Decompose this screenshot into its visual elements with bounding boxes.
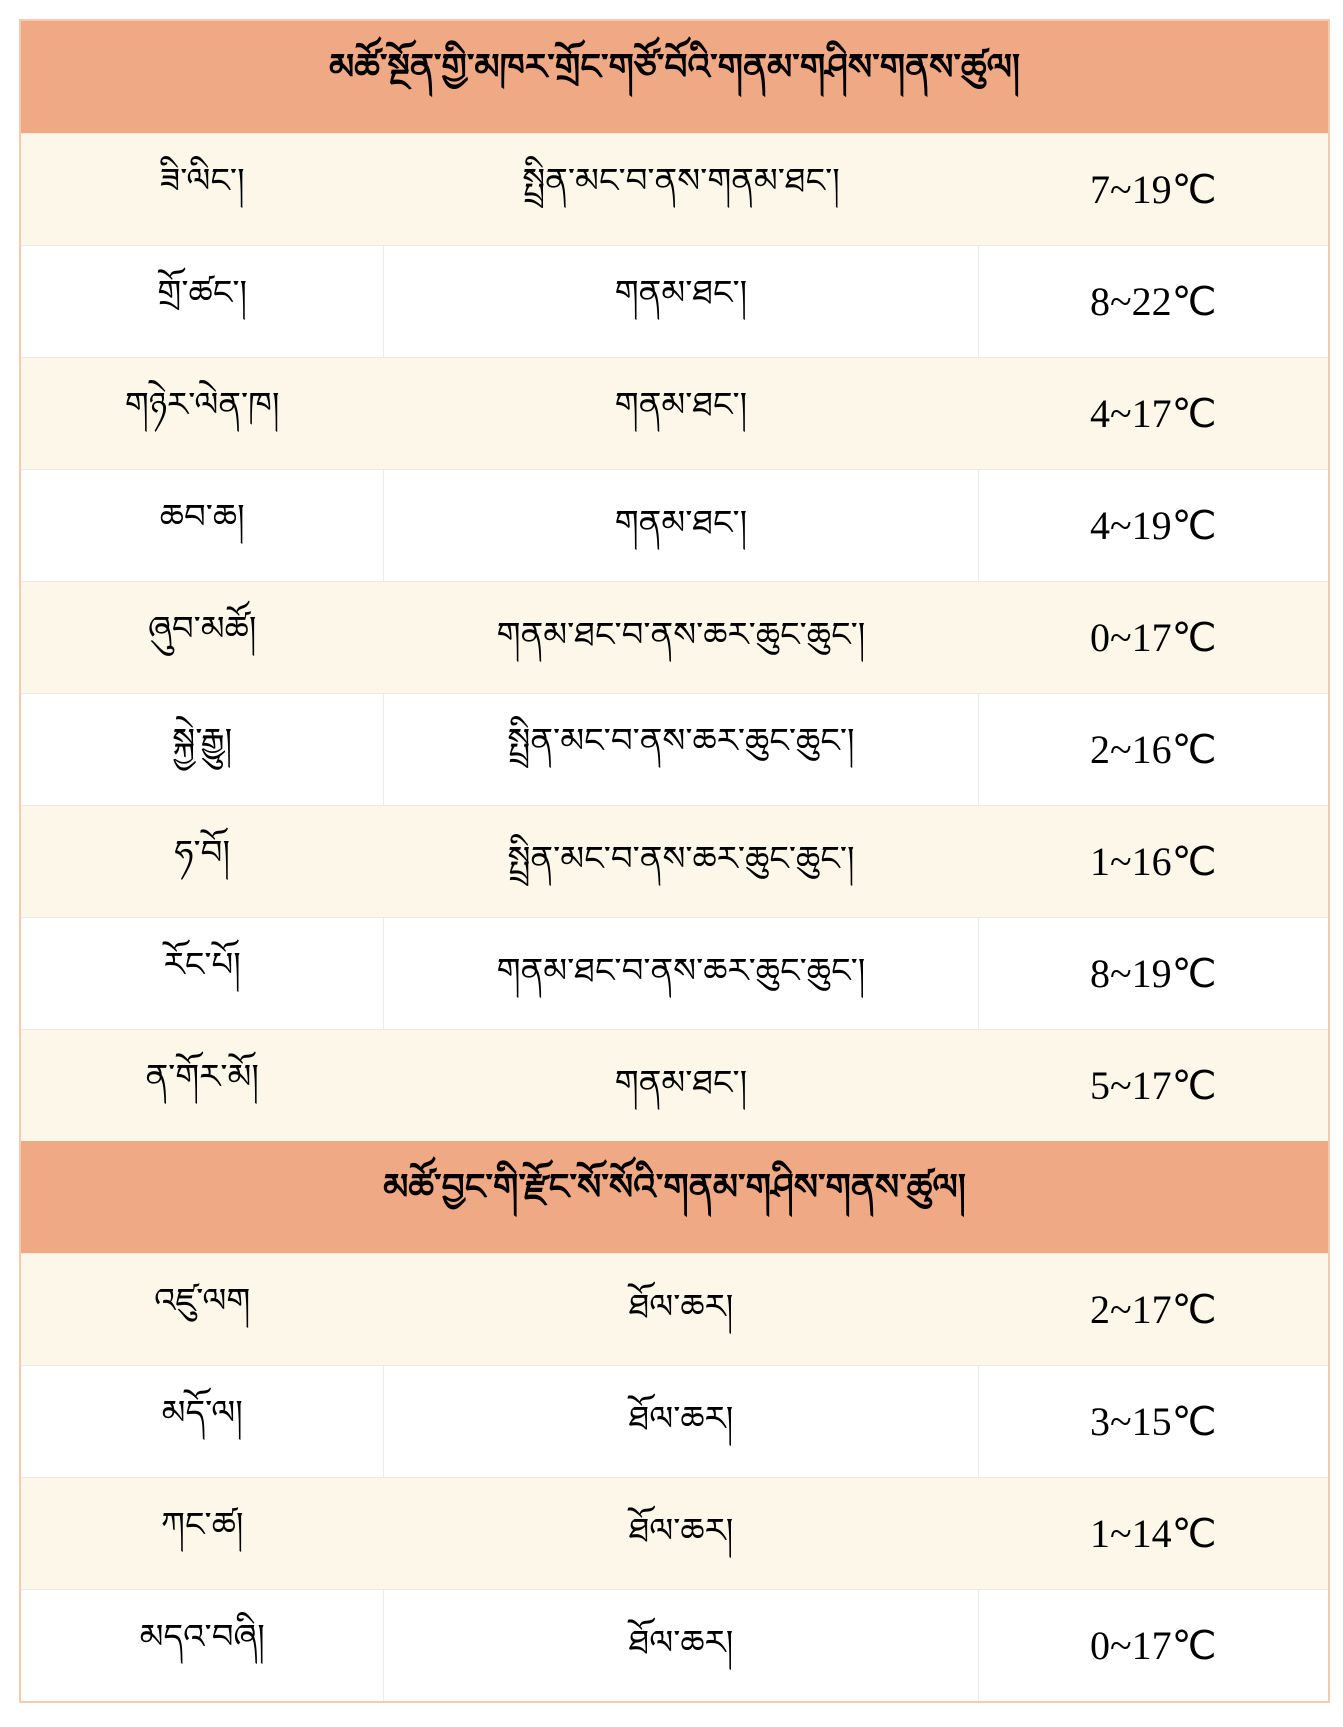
weather-cell: གནམ་ཐང་། <box>614 1063 748 1103</box>
place-cell: རོང་པོ། <box>163 944 241 985</box>
weather-cell: སྤྲིན་མང་བ་ནས་ཆར་ཆུང་ཆུང་། <box>507 839 855 879</box>
table-row: ཀང་ཚ། ཐོལ་ཆར། 1~14℃ <box>21 1477 1328 1589</box>
place-cell: ཟི་ལིང་། <box>159 160 245 201</box>
weather-cell: ཐོལ་ཆར། <box>383 1366 979 1477</box>
place-cell: འཛུ་ལག <box>154 1280 251 1321</box>
weather-cell: གནམ་ཐང་བ་ནས་ཆར་ཆུང་ཆུང་། <box>496 615 866 655</box>
weather-cell: གནམ་ཐང་། <box>383 470 979 581</box>
place-cell: ཀང་ཚ། <box>161 1504 244 1545</box>
weather-cell: སྤྲིན་མང་བ་ནས་གནམ་ཐང་། <box>522 160 840 201</box>
table-row: རོང་པོ། གནམ་ཐང་བ་ནས་ཆར་ཆུང་ཆུང་། 8~19℃ <box>21 917 1328 1029</box>
temperature-cell: 8~19℃ <box>1089 951 1217 996</box>
temperature-cell: 2~17℃ <box>1090 1287 1217 1332</box>
weather-cell: གནམ་ཐང་། <box>383 246 979 357</box>
table-row: མདའ་བཞི། ཐོལ་ཆར། 0~17℃ <box>21 1589 1328 1701</box>
temperature-cell: 7~19℃ <box>1090 167 1217 212</box>
temperature-cell: 2~16℃ <box>1089 727 1217 772</box>
weather-table: མཚོ་སྔོན་གྱི་མཁར་གྲོང་གཙོ་བོའི་གནམ་གཤིས་… <box>19 19 1330 1703</box>
place-cell: ཆབ་ཆ། <box>159 496 245 537</box>
table-row: གཉེར་ལེན་ཁ། གནམ་ཐང་། 4~17℃ <box>21 357 1328 469</box>
weather-cell: སྤྲིན་མང་བ་ནས་ཆར་ཆུང་ཆུང་། <box>383 694 979 805</box>
place-cell: ཞུབ་མཚོ། <box>148 608 257 649</box>
temperature-cell: 0~17℃ <box>1089 1623 1217 1668</box>
temperature-cell: 4~19℃ <box>1089 503 1217 548</box>
table-row: གྲོ་ཚང་། གནམ་ཐང་། 8~22℃ <box>21 245 1328 357</box>
table-row: སྐྱེ་རྒྱུ། སྤྲིན་མང་བ་ནས་ཆར་ཆུང་ཆུང་། 2~16… <box>21 693 1328 805</box>
section-header: མཚོ་སྔོན་གྱི་མཁར་གྲོང་གཙོ་བོའི་གནམ་གཤིས་… <box>21 21 1328 133</box>
place-cell: མདའ་བཞི། <box>139 1616 265 1657</box>
place-cell: ཧ་བོ། <box>174 832 231 873</box>
temperature-cell: 3~15℃ <box>1089 1399 1217 1444</box>
place-cell: མདོ་ལ། <box>161 1392 243 1433</box>
temperature-cell: 4~17℃ <box>1090 391 1217 436</box>
place-cell: ན་གོར་མོ། <box>145 1056 259 1097</box>
section-header: མཚོ་བྱང་གི་རྫོང་སོ་སོའི་གནམ་གཤིས་གནས་ཚུལ… <box>21 1141 1328 1253</box>
temperature-cell: 1~14℃ <box>1090 1511 1217 1556</box>
weather-cell: ཐོལ་ཆར། <box>628 1511 734 1551</box>
temperature-cell: 8~22℃ <box>1089 279 1217 324</box>
table-row: མདོ་ལ། ཐོལ་ཆར། 3~15℃ <box>21 1365 1328 1477</box>
temperature-cell: 0~17℃ <box>1090 615 1217 660</box>
place-cell: སྐྱེ་རྒྱུ། <box>172 720 233 761</box>
table-row: ཧ་བོ། སྤྲིན་མང་བ་ནས་ཆར་ཆུང་ཆུང་། 1~16℃ <box>21 805 1328 917</box>
place-cell: གཉེར་ལེན་ཁ། <box>124 384 280 425</box>
table-row: འཛུ་ལག ཐོལ་ཆར། 2~17℃ <box>21 1253 1328 1365</box>
weather-cell: ཐོལ་ཆར། <box>628 1287 734 1327</box>
table-row: ན་གོར་མོ། གནམ་ཐང་། 5~17℃ <box>21 1029 1328 1141</box>
temperature-cell: 1~16℃ <box>1090 839 1217 884</box>
table-row: ཟི་ལིང་། སྤྲིན་མང་བ་ནས་གནམ་ཐང་། 7~19℃ <box>21 133 1328 245</box>
weather-cell: གནམ་ཐང་། <box>614 384 748 425</box>
weather-cell: ཐོལ་ཆར། <box>383 1590 979 1701</box>
temperature-cell: 5~17℃ <box>1090 1063 1217 1108</box>
place-cell: གྲོ་ཚང་། <box>157 272 248 313</box>
table-row: ཞུབ་མཚོ། གནམ་ཐང་བ་ནས་ཆར་ཆུང་ཆུང་། 0~17℃ <box>21 581 1328 693</box>
weather-cell: གནམ་ཐང་བ་ནས་ཆར་ཆུང་ཆུང་། <box>383 918 979 1029</box>
table-row: ཆབ་ཆ། གནམ་ཐང་། 4~19℃ <box>21 469 1328 581</box>
